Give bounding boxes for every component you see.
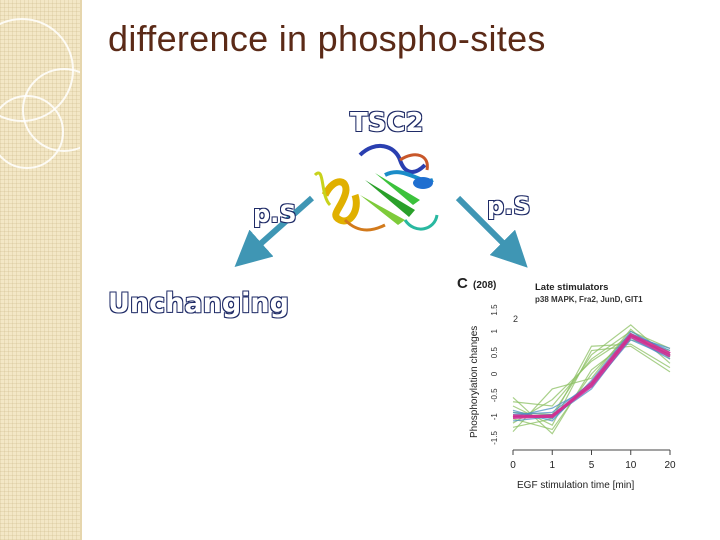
series-line [512,324,671,416]
protein-loop-yellow [313,171,332,207]
chart-plot-area: 0 1 5 10 20 1.5 1 0.5 0 -0.5 -1 -1.5 [490,304,676,471]
y-tick-label: -0.5 [490,388,499,402]
decorative-side-strip [0,0,106,540]
series-line [512,330,671,407]
series-line [512,336,671,422]
arrow-down-right-icon [455,195,528,268]
unchanging-label: Unchanging [107,287,289,319]
x-tick-label: 20 [664,460,676,471]
protein-structure-icon [313,144,439,232]
series-line [512,334,671,424]
x-tick-label: 1 [549,460,555,471]
right-site-label: p.S [486,191,531,220]
x-axis-label: EGF stimulation time [min] [517,480,634,491]
decorative-circle [0,95,64,169]
series-line [512,332,671,419]
y-tick-label: 1.5 [490,304,499,316]
protein-loop-green [403,214,439,231]
protein-helix-blue [413,177,433,189]
protein-sheet [365,180,415,217]
chart-title: Late stimulators [535,282,608,293]
x-tick-label: 5 [589,460,595,471]
series-line [512,343,671,428]
strip-divider [80,0,82,540]
left-site-label: p.S [252,199,297,228]
y-tick-label: -1.5 [490,431,499,445]
y-tick-label: 1 [490,329,499,334]
phosphorylation-chart: C (208) Late stimulators p38 MAPK, Fra2,… [457,275,676,491]
y-tick-label: -1 [490,413,499,421]
protein-sheet [375,173,420,205]
x-tick-label: 10 [625,460,637,471]
protein-sheet [360,195,405,225]
panel-count: (208) [473,280,496,291]
x-tick-label: 0 [510,460,516,471]
inner-tick: 2 [513,314,518,324]
protein-helix-yellow [321,178,360,225]
y-tick-label: 0 [490,371,499,376]
protein-loop-orange [343,218,386,232]
slide-title: difference in phospho-sites [108,18,546,59]
panel-letter: C [457,275,468,292]
y-axis-label: Phosphorylation changes [469,326,480,438]
series-line [512,345,671,426]
y-tick-label: 0.5 [490,347,499,359]
arrow-down-left-icon [234,195,314,267]
protein-loop-red [399,153,429,171]
cluster-members: p38 MAPK, Fra2, JunD, GIT1 [535,295,643,304]
tsc2-label: TSC2 [349,107,424,138]
